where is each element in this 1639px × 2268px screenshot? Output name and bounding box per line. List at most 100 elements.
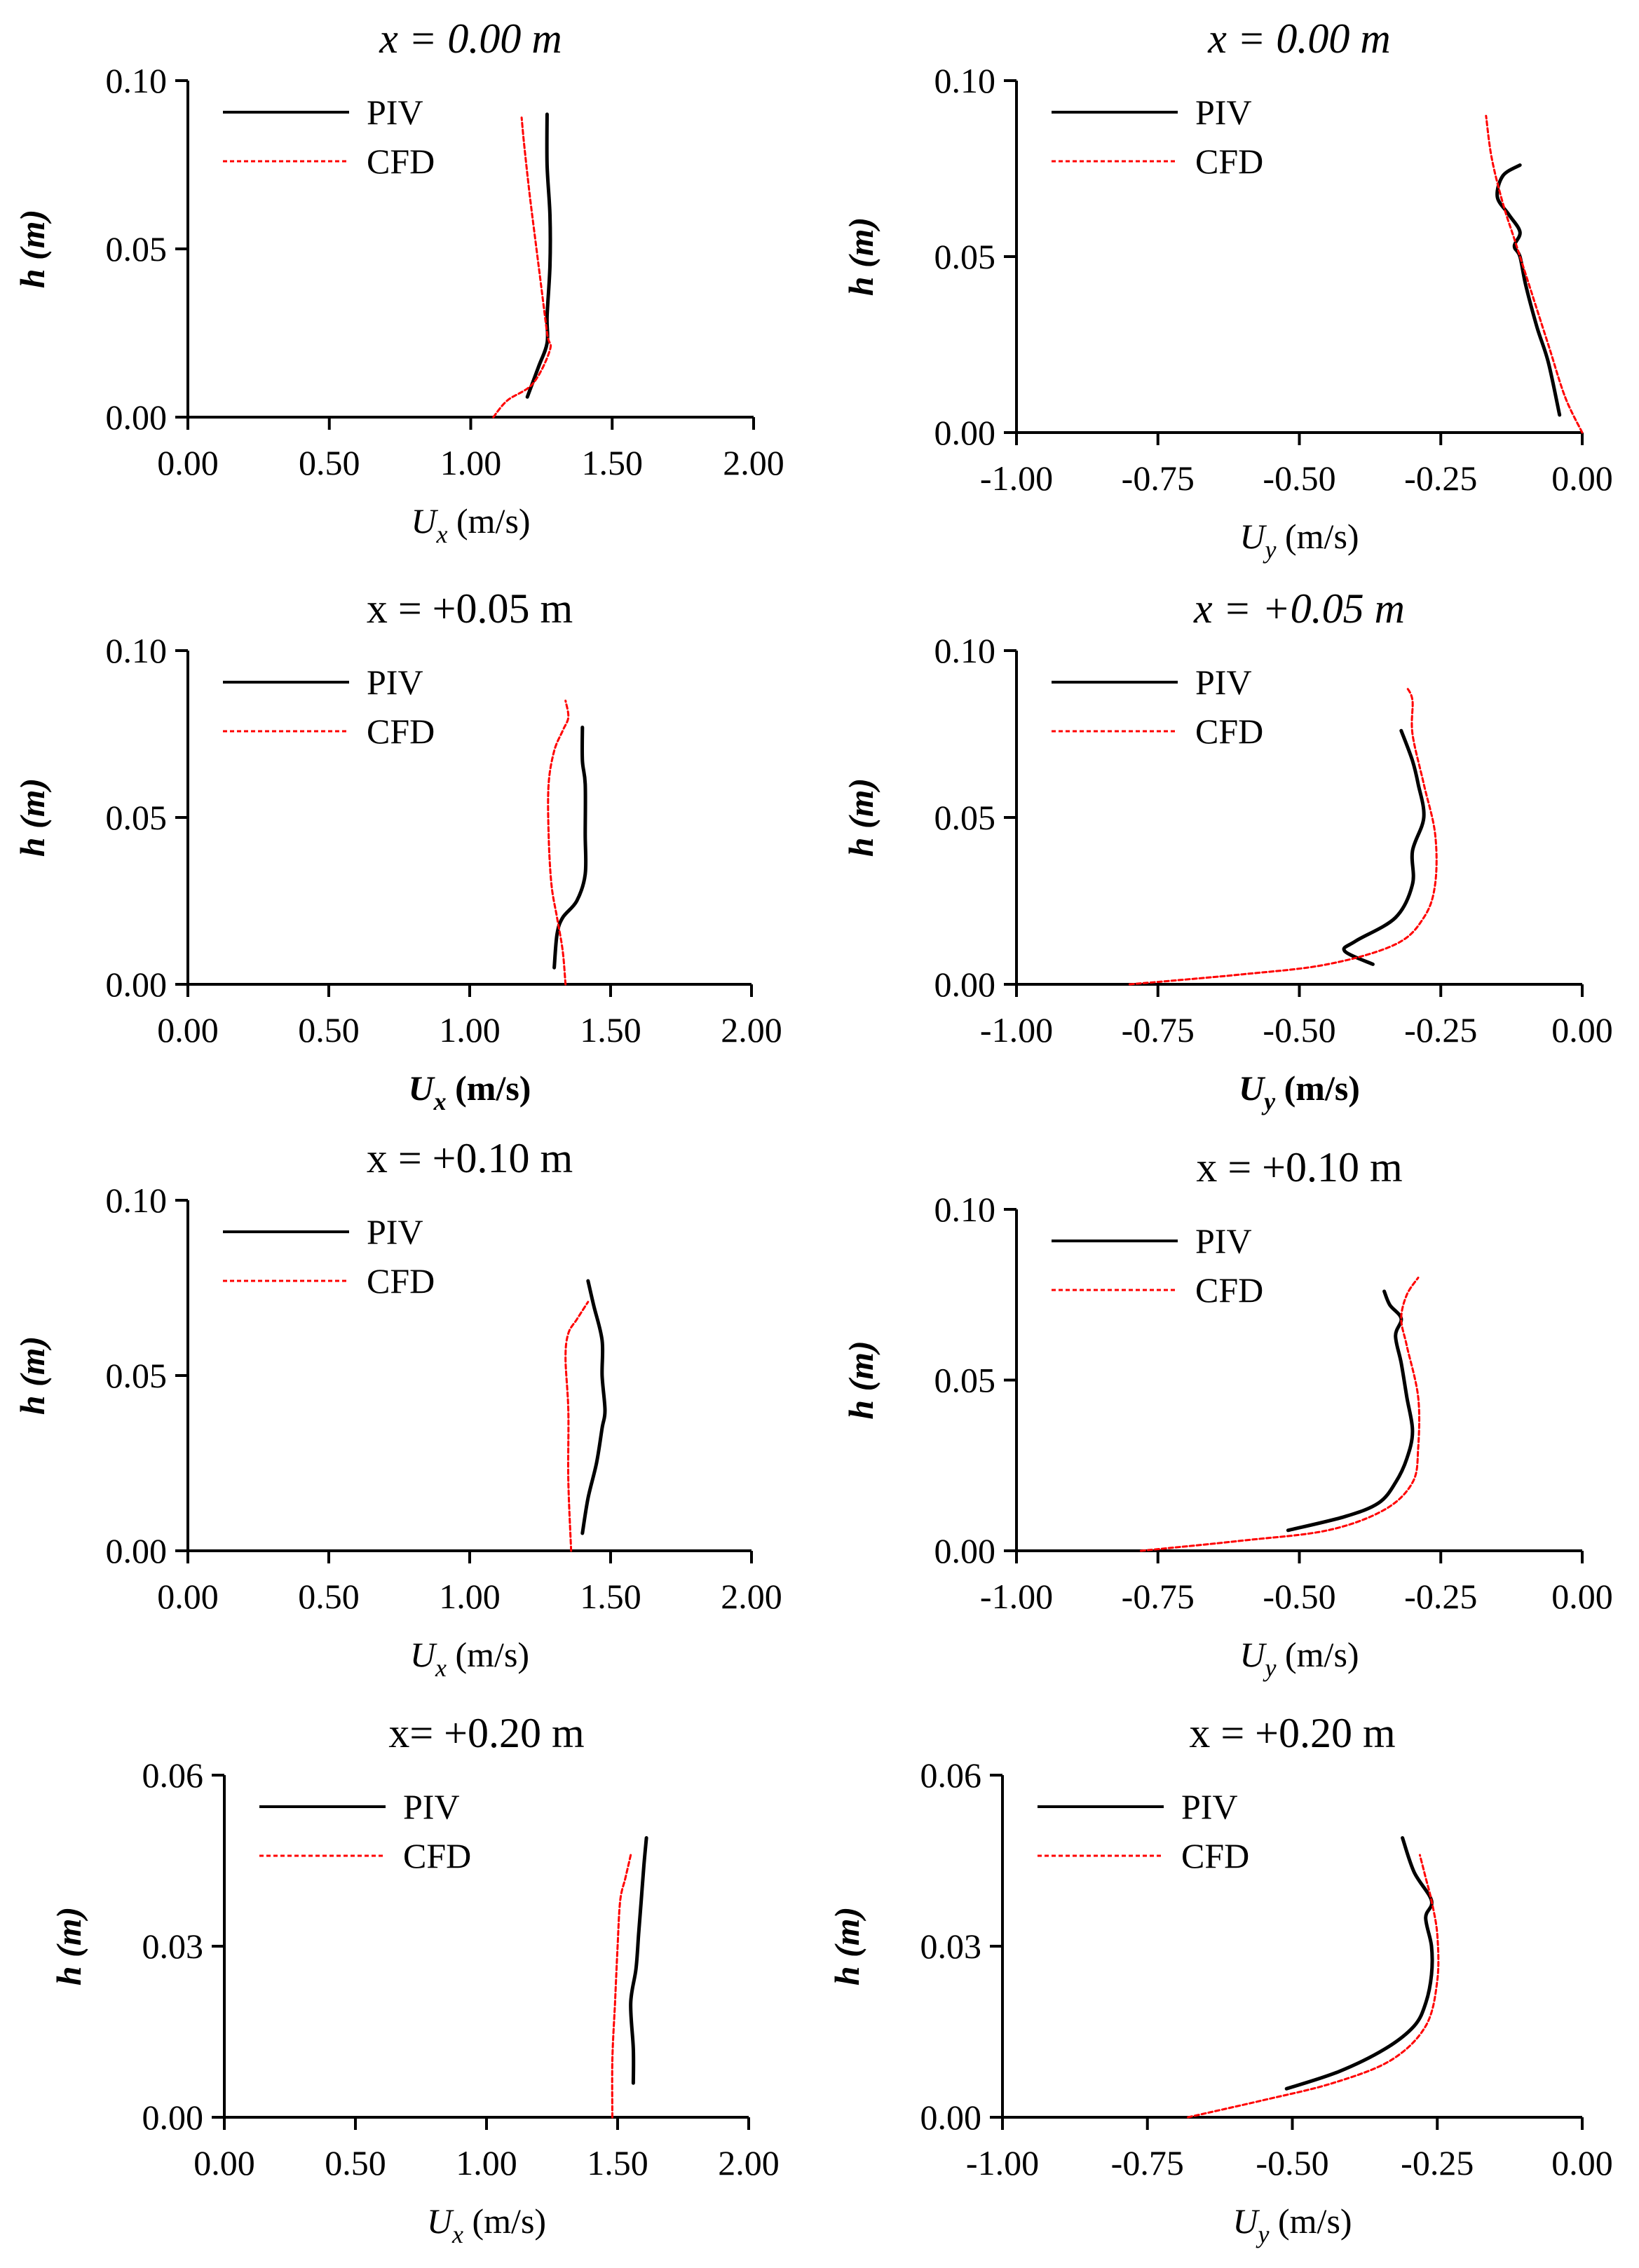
x-tick-label: 0.50 xyxy=(325,2143,386,2182)
chart-title: x = +0.05 m xyxy=(367,585,573,632)
y-tick-label: 0.06 xyxy=(142,1756,204,1795)
chart-panel-4: -1.00 -0.75 -0.50 -0.25 0.00 0.00 0.05 0.10 x = … xyxy=(841,585,1613,1115)
x-axis-label-subscript: y xyxy=(1256,2220,1270,2248)
chart-panel-5: 0.00 0.50 1.00 1.50 2.00 0.00 0.05 0.10 x = +0.1… xyxy=(13,1135,782,1682)
x-tick-label: 1.00 xyxy=(440,443,502,482)
series-line-piv xyxy=(629,1836,648,2085)
y-tick-label: 0.05 xyxy=(106,1356,168,1395)
x-axis-label-symbol: U xyxy=(427,2201,454,2241)
x-axis-label: Ux (m/s) xyxy=(427,2201,546,2248)
y-tick-label: 0.06 xyxy=(920,1756,982,1795)
series-line-piv xyxy=(1342,728,1426,966)
x-tick-label: -0.25 xyxy=(1401,2143,1474,2182)
y-axis-label-unit: (m) xyxy=(841,1340,880,1400)
legend-label-piv: PIV xyxy=(1195,663,1252,702)
x-axis-label: Uy (m/s) xyxy=(1239,1068,1360,1115)
y-axis-label: h (m) xyxy=(13,778,52,857)
series-line-piv xyxy=(1495,163,1562,417)
x-axis-label: Uy (m/s) xyxy=(1239,1635,1359,1682)
chart-panel-3: 0.00 0.50 1.00 1.50 2.00 0.00 0.05 0.10 x = +0.0… xyxy=(13,585,782,1115)
y-axis-label-unit: (m) xyxy=(49,1907,88,1967)
chart-title: x = +0.10 m xyxy=(1196,1144,1402,1190)
x-axis-label-subscript: x xyxy=(436,520,448,548)
x-axis-label: Uy (m/s) xyxy=(1239,517,1359,564)
series-line-piv xyxy=(580,1279,607,1535)
chart-title: x = +0.05 m xyxy=(1193,585,1405,632)
x-axis-label-subscript: x xyxy=(451,2220,463,2248)
y-tick-label: 0.00 xyxy=(934,413,996,452)
x-axis-label: Ux (m/s) xyxy=(409,1068,531,1115)
x-axis-label-unit: (m/s) xyxy=(1270,2201,1352,2241)
y-tick-label: 0.00 xyxy=(142,2098,204,2137)
legend-label-cfd: CFD xyxy=(1195,712,1263,751)
x-tick-label: -0.75 xyxy=(1122,459,1195,498)
x-axis-label-unit: (m/s) xyxy=(1277,1635,1359,1674)
y-tick-label: 0.10 xyxy=(934,61,996,100)
x-tick-label: 0.00 xyxy=(1551,1577,1613,1616)
legend-label-cfd: CFD xyxy=(1181,1836,1249,1875)
x-tick-label: 0.00 xyxy=(157,1577,219,1616)
chart-panel-8: -1.00 -0.75 -0.50 -0.25 0.00 0.00 0.03 0.06 x = … xyxy=(827,1710,1613,2248)
x-axis-label-symbol: U xyxy=(410,1635,437,1674)
x-tick-label: -0.50 xyxy=(1263,1010,1335,1050)
series-line-cfd xyxy=(547,699,570,986)
x-tick-label: 1.50 xyxy=(580,1010,641,1050)
x-axis-label-subscript: y xyxy=(1263,1654,1277,1682)
x-tick-label: 0.00 xyxy=(1551,2143,1613,2182)
x-axis-label-symbol: U xyxy=(1239,1068,1266,1108)
x-axis-label-symbol: U xyxy=(1232,2201,1260,2241)
x-axis-label-subscript: y xyxy=(1263,536,1277,564)
x-tick-label: -0.50 xyxy=(1256,2143,1328,2182)
y-axis-label: h (m) xyxy=(841,1340,880,1420)
legend-label-cfd: CFD xyxy=(1195,1270,1263,1310)
series-line-cfd xyxy=(564,1301,590,1552)
x-axis-label-subscript: y xyxy=(1261,1087,1276,1115)
x-tick-label: 0.00 xyxy=(1551,1010,1613,1050)
legend-label-piv: PIV xyxy=(1195,1221,1252,1261)
y-axis-label: h (m) xyxy=(841,217,880,297)
series-line-piv xyxy=(525,112,552,399)
y-tick-label: 0.10 xyxy=(106,61,168,100)
y-tick-label: 0.10 xyxy=(106,631,168,670)
x-tick-label: 0.00 xyxy=(157,443,219,482)
y-axis-label: h (m) xyxy=(13,1336,52,1415)
y-tick-label: 0.00 xyxy=(920,2098,982,2137)
series-line-cfd xyxy=(492,116,552,419)
x-tick-label: 2.00 xyxy=(721,1577,782,1616)
chart-title: x = 0.00 m xyxy=(1207,15,1390,62)
y-axis-label-symbol: h xyxy=(841,837,880,857)
y-tick-label: 0.00 xyxy=(934,1531,996,1570)
legend-label-cfd: CFD xyxy=(367,712,435,751)
x-tick-label: 1.00 xyxy=(456,2143,517,2182)
x-axis-label-subscript: x xyxy=(435,1654,447,1682)
chart-title: x = +0.20 m xyxy=(1189,1710,1395,1756)
x-tick-label: 0.50 xyxy=(298,1010,360,1050)
chart-panel-2: -1.00 -0.75 -0.50 -0.25 0.00 0.00 0.05 0.10 x = … xyxy=(841,15,1613,564)
chart-panel-6: -1.00 -0.75 -0.50 -0.25 0.00 0.00 0.05 0.10 x = … xyxy=(841,1144,1613,1682)
y-axis-label-unit: (m) xyxy=(841,217,880,277)
y-axis-label-unit: (m) xyxy=(13,210,52,269)
series-line-cfd xyxy=(1140,1276,1421,1552)
x-tick-label: 1.00 xyxy=(439,1577,501,1616)
x-tick-label: 2.00 xyxy=(721,1010,782,1050)
y-axis-label: h (m) xyxy=(49,1907,88,1986)
x-tick-label: 0.00 xyxy=(157,1010,219,1050)
y-tick-label: 0.00 xyxy=(106,965,168,1004)
x-axis-label-symbol: U xyxy=(1239,1635,1267,1674)
y-tick-label: 0.05 xyxy=(934,798,996,837)
series-line-cfd xyxy=(611,1854,632,2119)
y-axis-label-unit: (m) xyxy=(827,1907,866,1967)
legend-label-piv: PIV xyxy=(367,663,423,702)
legend-label-cfd: CFD xyxy=(367,1261,435,1301)
x-tick-label: -1.00 xyxy=(980,459,1053,498)
legend-label-piv: PIV xyxy=(367,93,423,132)
legend-label-cfd: CFD xyxy=(403,1836,471,1875)
y-axis-label-unit: (m) xyxy=(13,1336,52,1396)
x-axis-label-unit: (m/s) xyxy=(463,2201,546,2241)
y-axis-label-symbol: h xyxy=(841,1400,880,1420)
x-tick-label: -0.50 xyxy=(1263,459,1335,498)
x-axis-label-unit: (m/s) xyxy=(447,1068,531,1108)
legend-label-cfd: CFD xyxy=(1195,142,1263,181)
y-axis-label-symbol: h xyxy=(49,1966,88,1985)
y-tick-label: 0.03 xyxy=(142,1927,204,1966)
